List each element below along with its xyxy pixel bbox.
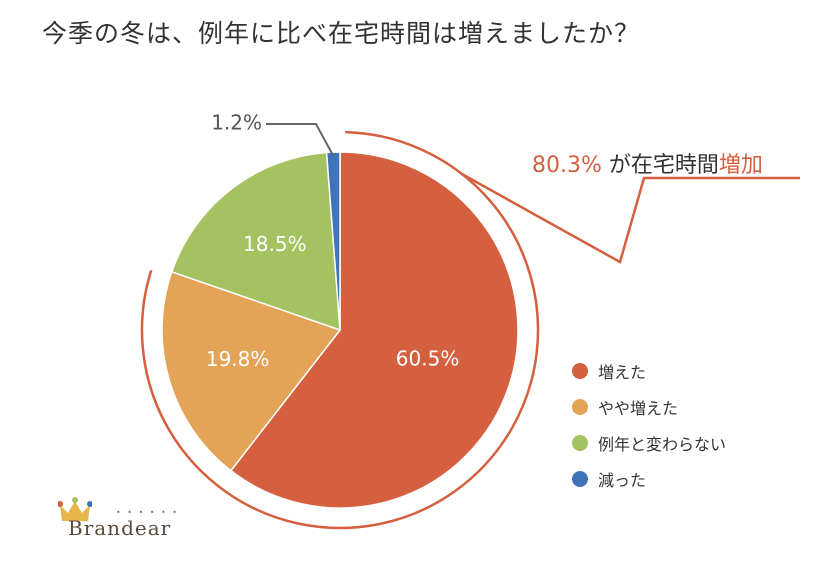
legend-label: 減った — [598, 471, 647, 490]
legend-label: やや増えた — [598, 399, 679, 418]
logo-text: Brandear — [68, 516, 172, 540]
legend-item: 増えた — [572, 353, 726, 389]
slice-label: 1.2% — [211, 111, 262, 135]
legend-swatch — [572, 435, 588, 451]
callout-highlight: 増加 — [718, 153, 763, 178]
brand-logo: • • • • • • Brandear — [58, 497, 198, 547]
pie-slice — [325, 151, 341, 331]
legend-item: 例年と変わらない — [572, 425, 726, 461]
increase-callout-leader — [461, 172, 800, 264]
logo-dots: • • • • • • — [116, 508, 180, 517]
legend-swatch — [572, 399, 588, 415]
chart-title: 今季の冬は、例年に比べ在宅時間は増えましたか？ — [42, 19, 641, 48]
callout-percent: 80.3% — [532, 153, 602, 178]
legend-label: 増えた — [598, 363, 647, 382]
legend-label: 例年と変わらない — [598, 435, 727, 454]
chart-legend: 増えた やや増えた 例年と変わらない 減った — [572, 353, 726, 497]
crown-icon — [58, 497, 92, 521]
legend-item: 減った — [572, 461, 726, 497]
legend-swatch — [572, 471, 588, 487]
small-slice-leader — [266, 123, 335, 157]
pie-slices — [161, 151, 519, 509]
legend-swatch — [572, 363, 588, 379]
callout-text: が在宅時間 — [601, 153, 719, 178]
slice-label: 60.5% — [396, 346, 460, 370]
legend-item: やや増えた — [572, 389, 726, 425]
slice-label: 18.5% — [243, 232, 307, 256]
slice-label: 19.8% — [206, 347, 270, 371]
increase-bracket-arc — [140, 130, 540, 530]
pie-slice — [229, 151, 519, 509]
pie-labels: 60.5% 19.8% 18.5% 1.2% — [206, 111, 459, 371]
increase-callout: 80.3% が在宅時間増加 — [532, 147, 763, 179]
pie-slice — [170, 151, 341, 332]
pie-slice — [161, 270, 342, 472]
